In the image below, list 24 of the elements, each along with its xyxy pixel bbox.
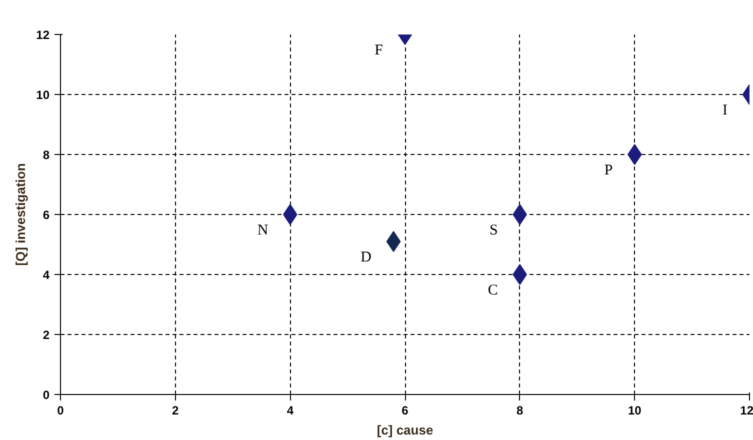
annotation: D — [360, 250, 372, 266]
y-tick-label: 6 — [42, 208, 50, 222]
annotation: F — [374, 42, 383, 58]
y-tick-label: 4 — [42, 268, 50, 282]
x-tick-label: 4 — [286, 404, 294, 418]
y-tick-label: 0 — [42, 388, 50, 402]
x-tick-label: 12 — [740, 404, 753, 418]
x-tick-label: 10 — [628, 404, 642, 418]
x-tick-label: 0 — [57, 404, 64, 418]
annotation: I — [722, 102, 728, 118]
y-axis-title: [Q] investigation — [13, 163, 28, 266]
y-tick-label: 2 — [42, 328, 50, 342]
x-tick-label: 8 — [516, 404, 524, 418]
x-tick-label: 2 — [172, 404, 179, 418]
annotation: N — [257, 222, 268, 238]
annotation: P — [604, 162, 613, 178]
annotation: S — [489, 222, 498, 238]
y-tick-label: 10 — [36, 88, 50, 102]
y-tick-label: 12 — [36, 28, 50, 42]
x-axis-title: [c] cause — [376, 422, 434, 438]
annotation: C — [488, 282, 498, 298]
x-tick-label: 6 — [402, 404, 409, 418]
point — [386, 231, 401, 252]
y-tick-label: 8 — [42, 148, 50, 162]
